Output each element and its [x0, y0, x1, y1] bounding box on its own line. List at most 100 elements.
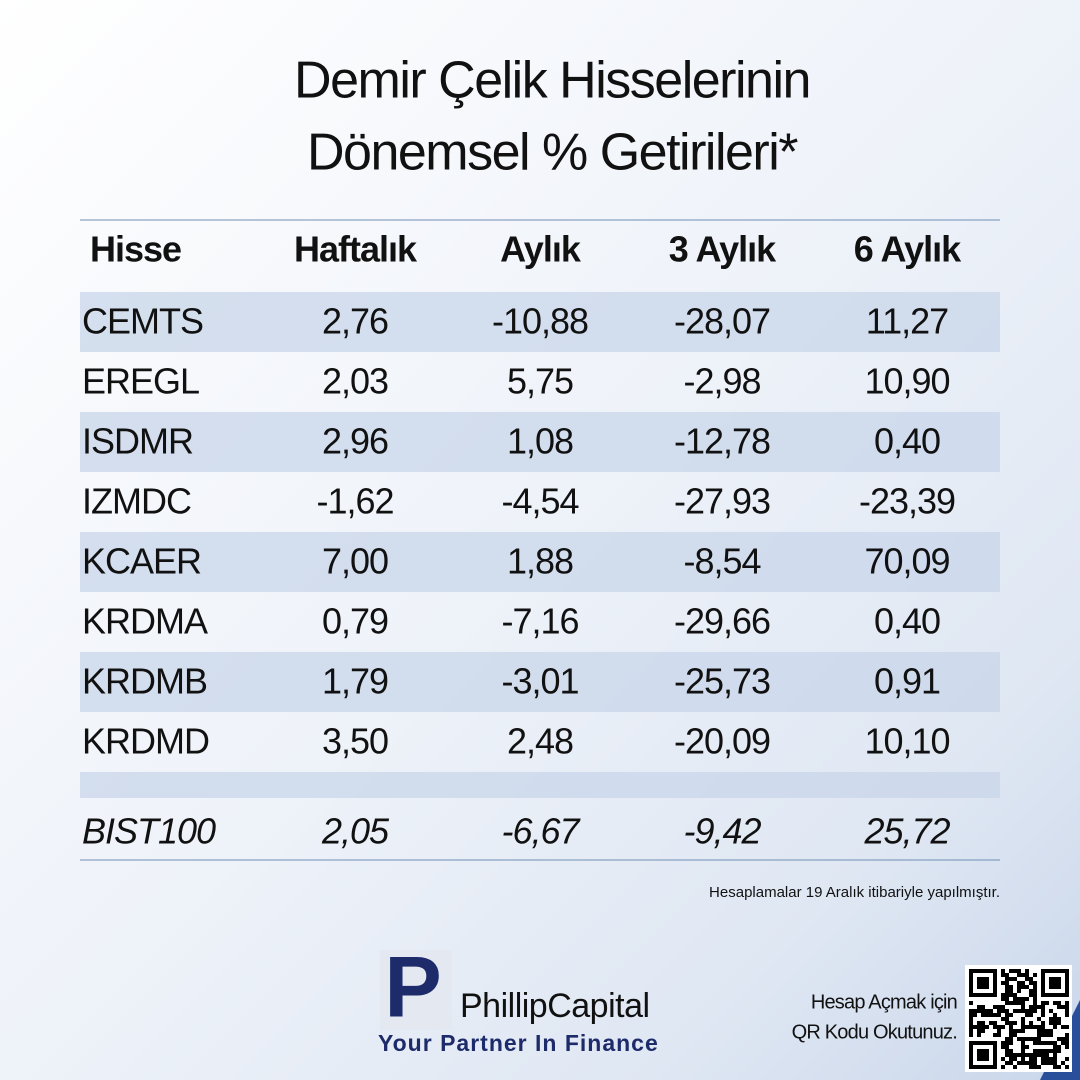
qr-module — [1053, 1013, 1057, 1017]
qr-module — [1053, 1057, 1057, 1061]
qr-module — [997, 1009, 1001, 1013]
qr-module — [981, 1009, 985, 1013]
qr-module — [1053, 1053, 1057, 1057]
title-line: Dönemsel % Getirileri* — [307, 124, 798, 182]
qr-module — [997, 1025, 1001, 1029]
qr-module — [1005, 1041, 1009, 1045]
qr-module — [1017, 1029, 1021, 1033]
qr-module — [1033, 1065, 1037, 1069]
qr-module — [1001, 993, 1005, 997]
qr-module — [993, 1021, 997, 1025]
qr-module — [1037, 1053, 1041, 1057]
qr-module — [1021, 1049, 1025, 1053]
cell-ticker: ISDMR — [82, 421, 193, 462]
qr-module — [1025, 1013, 1029, 1017]
qr-module — [1041, 1001, 1045, 1005]
qr-module — [1041, 1029, 1045, 1033]
qr-module — [1025, 973, 1029, 977]
qr-module — [1029, 989, 1033, 993]
qr-module — [1041, 1033, 1045, 1037]
qr-module — [1017, 1061, 1021, 1065]
qr-module — [1021, 1061, 1025, 1065]
qr-module — [1009, 1025, 1013, 1029]
qr-module — [1065, 1009, 1069, 1013]
cell-value: 3,50 — [322, 721, 388, 762]
qr-module — [969, 1017, 973, 1021]
qr-module — [977, 1005, 981, 1009]
qr-module — [1061, 1005, 1065, 1009]
qr-module — [969, 1025, 973, 1029]
qr-module — [1033, 1057, 1037, 1061]
qr-module — [1013, 1029, 1017, 1033]
qr-module — [1057, 1005, 1061, 1009]
qr-module — [1001, 997, 1005, 1001]
qr-module — [1021, 1001, 1025, 1005]
qr-module — [969, 1029, 973, 1033]
qr-module — [1061, 1061, 1065, 1065]
qr-module — [969, 1021, 973, 1025]
cell-value: -29,66 — [674, 601, 770, 642]
qr-module — [1013, 1065, 1017, 1069]
qr-module — [1033, 993, 1037, 997]
qr-module — [1017, 997, 1021, 1001]
qr-module — [1049, 1033, 1053, 1037]
qr-module — [1013, 993, 1017, 997]
qr-module — [1025, 969, 1029, 973]
qr-module — [1049, 1009, 1053, 1013]
qr-module — [1029, 1037, 1033, 1041]
column-header: Aylık — [500, 229, 582, 270]
cell-ticker: KRDMA — [82, 601, 208, 642]
qr-module — [1021, 1017, 1025, 1021]
qr-module — [1053, 1001, 1057, 1005]
row-stripe — [80, 532, 1000, 592]
cell-value: -3,01 — [501, 661, 578, 702]
qr-module — [1017, 969, 1021, 973]
cell-value: 1,88 — [507, 541, 573, 582]
qr-module — [1021, 1009, 1025, 1013]
qr-module — [1005, 981, 1009, 985]
qr-module — [985, 1009, 989, 1013]
qr-module — [1013, 1053, 1017, 1057]
qr-module — [1065, 1037, 1069, 1041]
qr-module — [969, 1001, 973, 1005]
qr-module — [1021, 973, 1025, 977]
qr-module — [1017, 989, 1021, 993]
qr-module — [1033, 973, 1037, 977]
qr-module — [1009, 1057, 1013, 1061]
cell-value: -27,93 — [674, 481, 770, 522]
cell-ticker: EREGL — [82, 361, 199, 402]
qr-module — [1037, 1041, 1041, 1045]
cell-value: -4,54 — [501, 481, 578, 522]
qr-module — [1001, 981, 1005, 985]
cell-value: -2,98 — [683, 361, 760, 402]
qr-module — [1029, 993, 1033, 997]
qr-module — [1021, 1021, 1025, 1025]
qr-module — [1033, 1005, 1037, 1009]
qr-module — [1009, 1021, 1013, 1025]
qr-module — [977, 1029, 981, 1033]
qr-module — [1033, 1009, 1037, 1013]
qr-module — [993, 1013, 997, 1017]
qr-module — [1061, 1025, 1065, 1029]
qr-module — [1041, 1041, 1045, 1045]
qr-module — [1037, 1025, 1041, 1029]
qr-module — [1033, 1049, 1037, 1053]
qr-module — [1065, 1013, 1069, 1017]
cell-value: 0,40 — [874, 421, 940, 462]
qr-module — [1009, 1001, 1013, 1005]
qr-module — [1021, 997, 1025, 1001]
benchmark-cell: -6,67 — [501, 811, 581, 852]
qr-module — [993, 1005, 997, 1009]
qr-module — [1021, 1005, 1025, 1009]
qr-module — [1049, 1061, 1053, 1065]
qr-module — [1029, 1013, 1033, 1017]
qr-module — [1033, 989, 1037, 993]
qr-module — [1005, 973, 1009, 977]
qr-module — [1041, 1025, 1045, 1029]
qr-module — [1021, 1025, 1025, 1029]
qr-module — [1001, 1057, 1005, 1061]
qr-module — [1009, 993, 1013, 997]
qr-module — [1053, 1045, 1057, 1049]
qr-module — [1005, 1037, 1009, 1041]
qr-module — [1065, 1025, 1069, 1029]
